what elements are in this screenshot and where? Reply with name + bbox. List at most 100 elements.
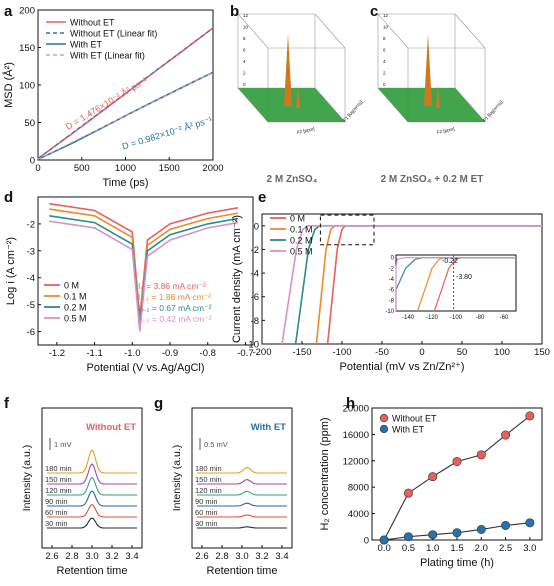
panel-f-title: Without ET [86, 422, 136, 433]
panel-a-xlabel: Time (ps) [102, 177, 148, 189]
panel-g-xlabel: Retention time [207, 565, 278, 577]
panel-a-fit-line [37, 27, 214, 159]
panel-c-peak [424, 34, 432, 106]
panel-e-inset-xtick: -140 [402, 315, 415, 321]
panel-g-trace [197, 514, 287, 518]
panel-f-trace-label: 120 min [45, 486, 72, 495]
panel-h-point [403, 488, 413, 498]
panel-e-inset-xtick: -80 [476, 315, 485, 321]
panel-f-trace [47, 463, 137, 485]
panel-h-ytick-label: 4000 [348, 509, 369, 520]
panel-e-inset-annotation: -0.22 [442, 258, 458, 265]
panel-b-f2-label: F2 [ppm] [296, 126, 314, 135]
panel-f-trace [47, 449, 137, 474]
panel-a-legend-label: With ET [70, 40, 103, 50]
panel-e-xlabel: Potential (mV vs Zn/Zn²⁺) [339, 361, 464, 373]
panel-d-ylabel: Log i (A cm⁻²) [5, 237, 17, 305]
panel-d-ytick-label: -5 [27, 300, 35, 311]
panel-e-inset-annotation: -3.80 [456, 274, 472, 281]
panel-b-z-tick: 8 [243, 36, 246, 41]
panel-d-xtick-label: -1.0 [124, 348, 140, 359]
panel-b-z-tick: 2 [243, 71, 246, 76]
panel-a-ytick-label: 50 [24, 118, 35, 129]
panel-b-z-tick: 10 [243, 25, 249, 30]
panel-h-point [501, 430, 511, 440]
panel-a-xtick-label: 1500 [159, 163, 180, 174]
panel-e-inset-xtick: -100 [450, 315, 463, 321]
panel-e-inset-xtick: -60 [500, 315, 509, 321]
panel-h-xtick-label: 0.5 [402, 543, 415, 554]
panel-a-xtick-label: 1000 [115, 163, 136, 174]
panel-label-h: h [346, 395, 355, 412]
panel-e-xtick-label: 50 [457, 347, 468, 358]
panel-f-xtick-label: 2.6 [45, 551, 58, 562]
panel-f-xtick-label: 3.2 [105, 551, 118, 562]
panel-h-ytick-label: 16000 [343, 430, 369, 441]
panel-d-ytick-label: -4 [27, 273, 35, 284]
panel-h-xtick-label: 3.0 [523, 543, 536, 554]
panel-e-inset-ytick: -6 [389, 288, 395, 294]
panel-h-xtick-label: 1.5 [450, 543, 463, 554]
panel-f-trace-label: 30 min [45, 519, 68, 528]
panel-c-box-edge [377, 13, 409, 49]
panel-h-point [403, 532, 413, 542]
panel-d-legend-label: 0.5 M [64, 314, 87, 324]
panel-e-inset-frame [395, 254, 517, 312]
panel-g-trace [197, 526, 287, 529]
panel-label-a: a [4, 3, 13, 20]
panel-d-xtick-label: -1.1 [86, 348, 102, 359]
panel-f-ylabel: Intensity (a.u.) [21, 445, 33, 512]
panel-d-annotation: I₀.₂ = 0.67 mA cm⁻² [138, 303, 212, 313]
panel-label-c: c [370, 3, 378, 20]
panel-g-trace-label: 180 min [195, 464, 222, 473]
panel-a-xtick-label: 2000 [202, 163, 223, 174]
panel-h-ylabel: H₂ concentration (ppm) [319, 417, 331, 530]
panel-a-annotation-red: D = 1.476×10⁻² Å² ps⁻¹ [64, 75, 149, 132]
panel-d-annotation: I₀.₅ = 0.42 mA cm⁻² [138, 314, 212, 324]
panel-d-xtick-label: -0.8 [200, 348, 216, 359]
panel-a-xtick-label: 0 [35, 163, 40, 174]
panel-e-xtick-label: -150 [292, 347, 311, 358]
panel-c-z-tick: 2 [383, 71, 386, 76]
panel-h-xtick-label: 2.5 [499, 543, 512, 554]
panel-e-inset-ytick: -4 [389, 277, 395, 283]
panel-a-legend-label: Without ET (Linear fit) [70, 29, 157, 39]
panel-e-frame [261, 213, 543, 345]
panel-g-trace [197, 490, 287, 496]
panel-f-trace [47, 503, 137, 518]
panel-f-trace-label: 90 min [45, 497, 68, 506]
panel-e-ytick-label: -10 [245, 340, 259, 351]
panel-h-xlabel: Plating time (h) [420, 557, 494, 569]
panel-d-series-line [49, 220, 239, 332]
panel-f-scale-bar-label: 1 mV [54, 440, 72, 449]
panel-e-legend-label: 0.5 M [290, 247, 313, 257]
panel-g-trace-label: 150 min [195, 475, 222, 484]
panel-d-xlabel: Potential (V vs.Ag/AgCl) [87, 362, 205, 374]
panel-c-z-tick: 8 [383, 36, 386, 41]
panel-d-xtick-label: -0.7 [237, 348, 253, 359]
panel-b-box-edge [314, 13, 346, 49]
panel-h-xtick-label: 0.0 [378, 543, 391, 554]
panel-e-series-line [281, 225, 542, 345]
panel-g-trace-label: 120 min [195, 486, 222, 495]
panel-h-point [452, 456, 462, 466]
panel-h-point [525, 411, 535, 421]
panel-b-peak-small [296, 86, 300, 108]
panel-b-peak [284, 34, 292, 106]
panel-e-inset-line [395, 257, 516, 311]
panel-h-legend-marker [379, 424, 389, 434]
panel-f-trace-label: 150 min [45, 475, 72, 484]
panel-c-z-tick: 6 [383, 48, 386, 53]
panel-e-ytick-label: -8 [251, 316, 259, 327]
panel-g-scale-bar-label: 0.5 mV [204, 440, 228, 449]
panel-e-ylabel: Current density (mA cm⁻²) [231, 215, 243, 343]
panel-e-inset-ytick: -8 [389, 298, 395, 304]
panel-d-legend-label: 0 M [64, 281, 79, 291]
panel-d-ytick-label: -6 [27, 327, 35, 338]
panel-h-point [428, 530, 438, 540]
panel-h-legend-label: With ET [392, 425, 425, 435]
panel-label-g: g [154, 395, 163, 412]
panel-a-xtick-label: 500 [74, 163, 90, 174]
panel-g-trace-label: 60 min [195, 508, 218, 517]
panel-h-ytick-label: 20000 [343, 404, 369, 415]
